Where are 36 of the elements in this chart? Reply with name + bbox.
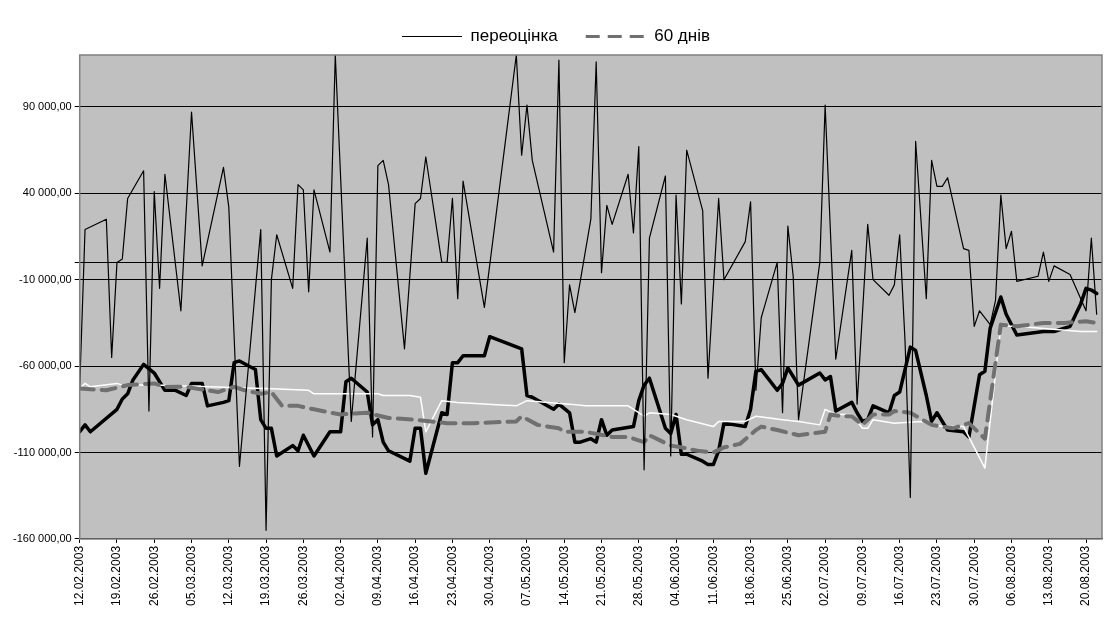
legend-label: 60 днів bbox=[654, 26, 710, 46]
x-tick-label: 07.05.2003 bbox=[519, 545, 534, 606]
y-tick-label: -10 000,00 bbox=[19, 272, 72, 285]
y-tick-label: -160 000,00 bbox=[13, 531, 72, 544]
legend-label: переоцінка bbox=[470, 26, 559, 46]
x-tick-label: 16.04.2003 bbox=[407, 545, 422, 606]
x-tick-label: 30.07.2003 bbox=[966, 545, 981, 606]
x-tick-label: 09.07.2003 bbox=[854, 545, 869, 606]
x-tick-label: 14.05.2003 bbox=[556, 545, 571, 606]
x-tick-label: 09.04.2003 bbox=[370, 545, 385, 606]
x-tick-label: 06.08.2003 bbox=[1003, 545, 1018, 606]
x-tick-label: 05.03.2003 bbox=[183, 545, 198, 606]
x-tick-label: 21.05.2003 bbox=[593, 545, 608, 606]
x-tick-label: 26.03.2003 bbox=[295, 545, 310, 606]
y-tick-label: -60 000,00 bbox=[19, 359, 72, 372]
x-tick-label: 02.07.2003 bbox=[817, 545, 832, 606]
x-tick-label: 23.04.2003 bbox=[444, 545, 459, 606]
x-tick-label: 20.08.2003 bbox=[1078, 545, 1093, 606]
x-tick-label: 28.05.2003 bbox=[631, 545, 646, 606]
y-tick-label: 40 000,00 bbox=[22, 186, 72, 199]
x-tick-label: 02.04.2003 bbox=[332, 545, 347, 606]
x-tick-label: 12.02.2003 bbox=[72, 545, 87, 606]
x-tick-label: 16.07.2003 bbox=[891, 545, 906, 606]
x-tick-label: 04.06.2003 bbox=[668, 545, 683, 606]
y-tick-label: -110 000,00 bbox=[13, 445, 72, 458]
x-tick-label: 19.03.2003 bbox=[258, 545, 273, 606]
x-tick-label: 11.06.2003 bbox=[705, 545, 720, 606]
x-tick-label: 12.03.2003 bbox=[221, 545, 236, 606]
x-tick-label: 23.07.2003 bbox=[929, 545, 944, 606]
x-tick-label: 19.02.2003 bbox=[109, 545, 124, 606]
x-tick-label: 26.02.2003 bbox=[146, 545, 161, 606]
x-tick-label: 18.06.2003 bbox=[742, 545, 757, 606]
x-tick-label: 13.08.2003 bbox=[1041, 545, 1056, 606]
y-tick-label: 90 000,00 bbox=[22, 99, 72, 112]
x-tick-label: 25.06.2003 bbox=[780, 545, 795, 606]
x-tick-label: 30.04.2003 bbox=[482, 545, 497, 606]
